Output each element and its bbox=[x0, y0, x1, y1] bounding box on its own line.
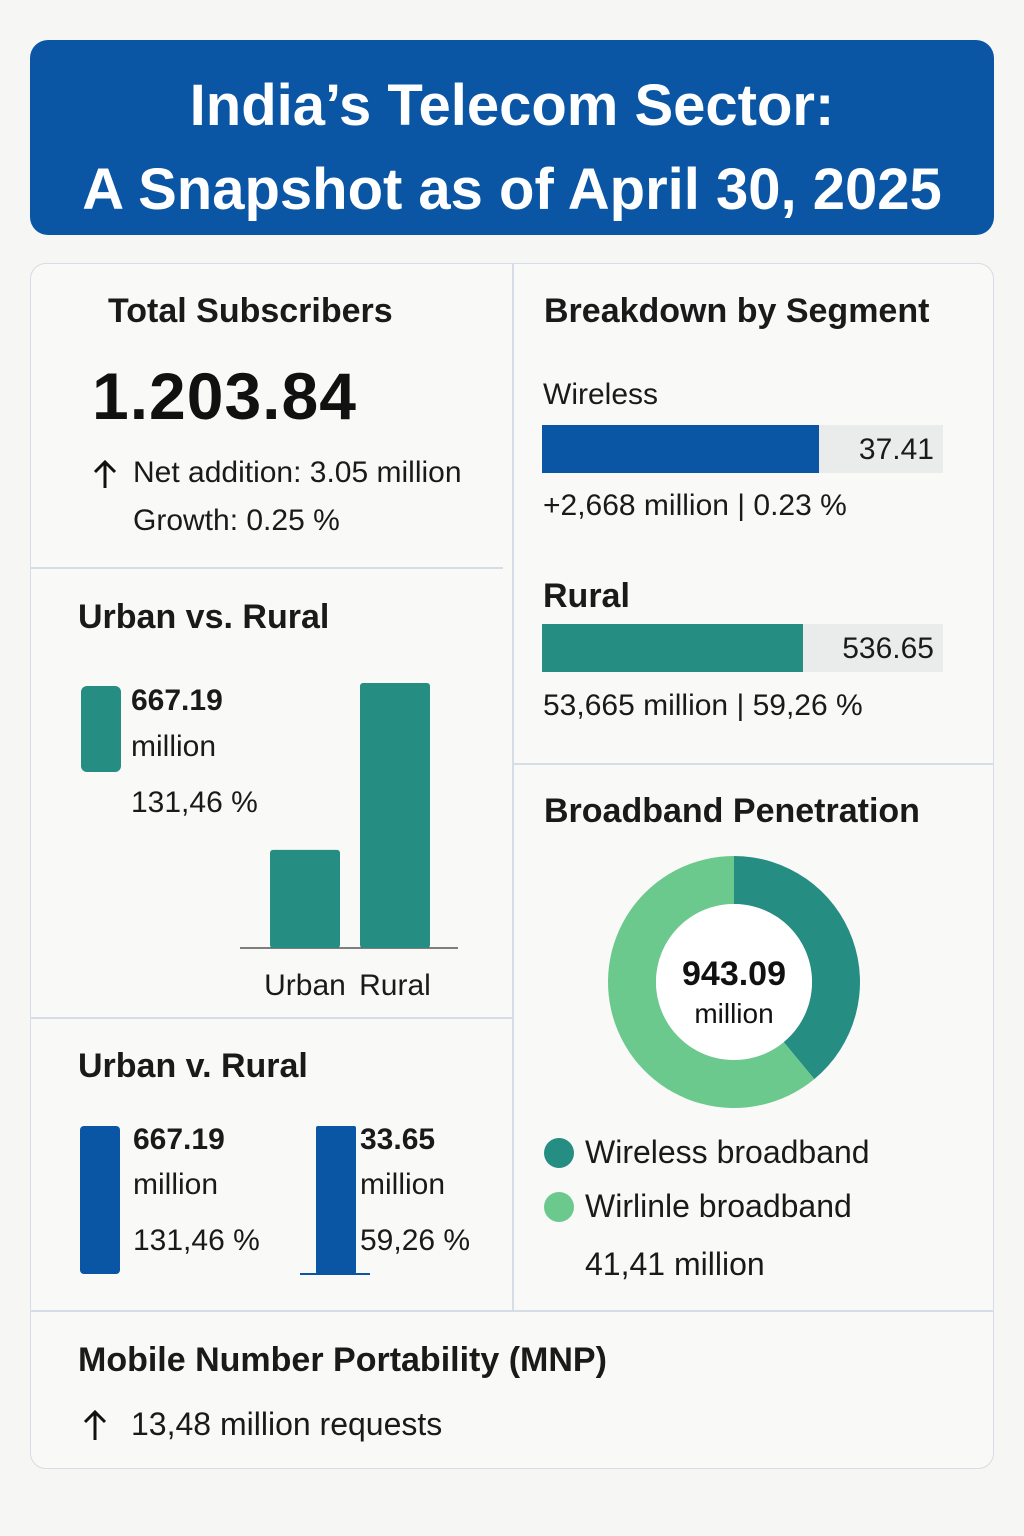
rural-label: Rural bbox=[543, 577, 630, 615]
rural-v-value: 33.65 bbox=[360, 1123, 436, 1156]
broadband-donut-chart bbox=[608, 856, 860, 1108]
net-addition-text: Net addition: 3.05 million bbox=[133, 456, 462, 489]
donut-center-value: 943.09 bbox=[682, 955, 786, 993]
donut-hole bbox=[656, 904, 812, 1060]
legend-dot-wireless bbox=[544, 1138, 574, 1168]
urban-blue-bar bbox=[80, 1126, 120, 1274]
title-banner: India’s Telecom Sector: A Snapshot as of… bbox=[30, 40, 994, 235]
broadband-extra-value: 41,41 million bbox=[585, 1246, 765, 1282]
wireless-value: 37.41 bbox=[858, 433, 934, 466]
wireless-detail: +2,668 million | 0.23 % bbox=[543, 489, 847, 522]
divider-right-1 bbox=[513, 763, 993, 765]
donut-slice-0 bbox=[734, 856, 860, 1080]
urban-legend-value: 667.19 bbox=[131, 684, 223, 717]
legend-dot-wireline bbox=[544, 1192, 574, 1222]
urban-v-pct: 131,46 % bbox=[133, 1224, 260, 1257]
page-title-line1: India’s Telecom Sector: bbox=[189, 73, 835, 138]
wireless-label: Wireless bbox=[543, 378, 659, 411]
divider-bottom bbox=[31, 1310, 993, 1312]
legend-wireless-broadband: Wireless broadband bbox=[585, 1134, 870, 1170]
donut-slice-1 bbox=[608, 856, 815, 1108]
total-subscribers-heading: Total Subscribers bbox=[108, 292, 393, 330]
urban-rural-v-heading: Urban v. Rural bbox=[78, 1047, 308, 1085]
arrow-up-icon bbox=[80, 1408, 110, 1450]
rural-bar bbox=[542, 624, 803, 672]
segment-heading: Breakdown by Segment bbox=[544, 292, 930, 330]
tick-label-rural: Rural bbox=[359, 969, 431, 1002]
rural-blue-bar bbox=[316, 1126, 356, 1274]
bar-rural bbox=[360, 683, 430, 948]
mnp-requests: 13,48 million requests bbox=[131, 1406, 443, 1442]
arrow-up-icon bbox=[90, 458, 120, 498]
rural-v-unit: million bbox=[360, 1168, 446, 1201]
urban-v-value: 667.19 bbox=[133, 1123, 225, 1156]
mnp-heading: Mobile Number Portability (MNP) bbox=[78, 1341, 607, 1379]
rural-v-pct: 59,26 % bbox=[360, 1224, 471, 1257]
urban-legend-unit: million bbox=[131, 730, 217, 763]
growth-text: Growth: 0.25 % bbox=[133, 504, 340, 537]
tick-label-urban: Urban bbox=[264, 969, 346, 1002]
divider-left-1 bbox=[31, 567, 503, 569]
broadband-heading: Broadband Penetration bbox=[544, 792, 920, 830]
urban-rural-bar-chart: Urban Rural bbox=[240, 683, 458, 1002]
page-title-line2: A Snapshot as of April 30, 2025 bbox=[82, 157, 942, 222]
rural-blue-baseline bbox=[300, 1273, 370, 1275]
wireless-bar bbox=[542, 425, 819, 473]
legend-wireline-broadband: Wirlinle broadband bbox=[585, 1188, 852, 1224]
total-subscribers-value: 1.203.84 bbox=[92, 359, 357, 433]
rural-value: 536.65 bbox=[842, 632, 934, 665]
urban-v-unit: million bbox=[133, 1168, 219, 1201]
urban-rural-heading: Urban vs. Rural bbox=[78, 598, 330, 636]
donut-center-unit: million bbox=[694, 998, 774, 1029]
urban-legend-pct: 131,46 % bbox=[131, 786, 258, 819]
divider-left-2 bbox=[31, 1017, 512, 1019]
center-divider bbox=[512, 264, 514, 1311]
urban-legend-swatch bbox=[81, 686, 121, 772]
bar-urban bbox=[270, 849, 340, 948]
rural-detail: 53,665 million | 59,26 % bbox=[543, 689, 863, 722]
